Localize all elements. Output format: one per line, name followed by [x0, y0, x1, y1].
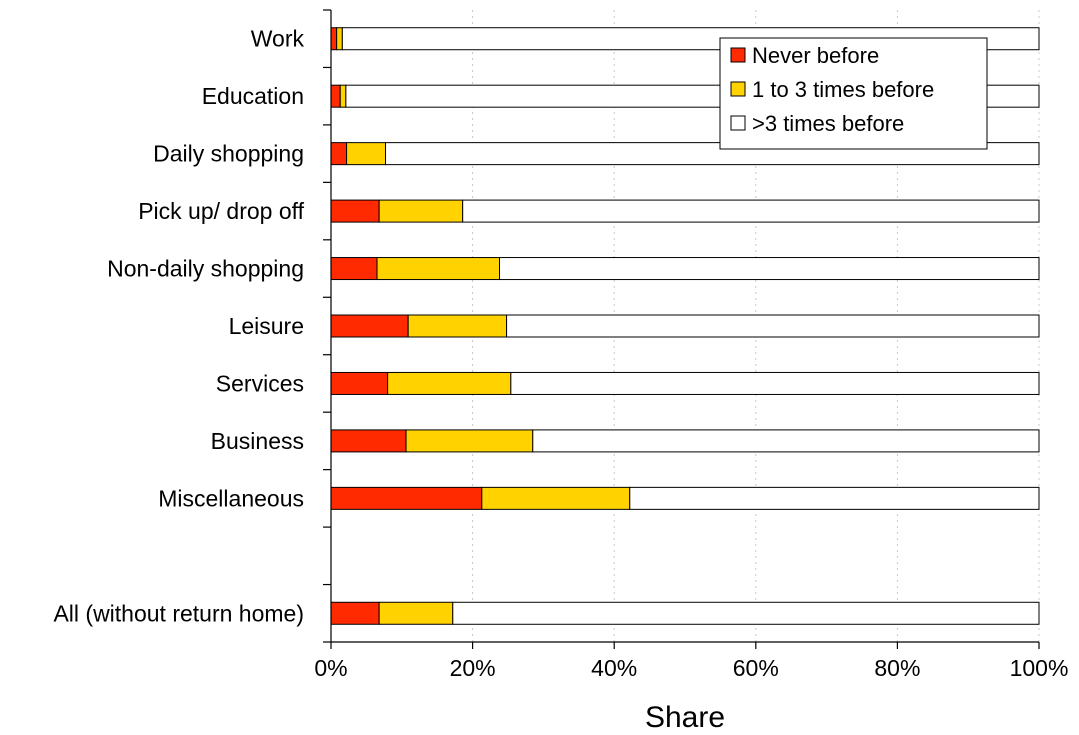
- bar-segment: [330, 486, 483, 510]
- category-label: Services: [216, 370, 304, 396]
- bar-segment: [387, 371, 512, 395]
- category-label: Business: [211, 428, 304, 454]
- bar-segment: [346, 142, 387, 166]
- x-tick-labels: 0% 20% 40% 60% 80% 100%: [314, 655, 1068, 681]
- bar-segment: [452, 601, 1040, 625]
- bar-segment: [510, 371, 1040, 395]
- legend-label: >3 times before: [752, 111, 904, 136]
- bar-segment: [629, 486, 1040, 510]
- category-label: Leisure: [229, 313, 304, 339]
- bar-segment: [339, 84, 347, 108]
- bar-segment: [532, 429, 1040, 453]
- legend: Never before 1 to 3 times before >3 times …: [719, 37, 988, 150]
- bar-segment: [407, 314, 508, 338]
- bar-segment: [378, 601, 454, 625]
- legend-swatch: [730, 81, 746, 97]
- category-label: Daily shopping: [153, 141, 304, 167]
- bar-segment: [330, 314, 409, 338]
- bar-segment: [405, 429, 534, 453]
- x-tick-label: 100%: [1010, 655, 1069, 681]
- x-tick-label: 40%: [591, 655, 637, 681]
- category-label: Non-daily shopping: [107, 256, 304, 282]
- axes: [323, 9, 1040, 649]
- category-label: Work: [251, 26, 305, 52]
- bar-segment: [330, 257, 378, 281]
- bar-segment: [336, 27, 343, 51]
- x-tick-label: 60%: [733, 655, 779, 681]
- category-label: All (without return home): [53, 600, 304, 626]
- x-axis-title: Share: [645, 701, 725, 734]
- bar-segment: [499, 257, 1040, 281]
- legend-label: 1 to 3 times before: [752, 77, 934, 102]
- bar-segment: [330, 84, 341, 108]
- legend-swatch: [730, 115, 746, 131]
- category-label: Miscellaneous: [158, 485, 304, 511]
- bar-segment: [506, 314, 1040, 338]
- bar-segment: [376, 257, 501, 281]
- bar-segment: [330, 601, 380, 625]
- bar-segment: [330, 371, 389, 395]
- bar-segment: [330, 27, 338, 51]
- legend-swatch: [730, 47, 746, 63]
- bar-segment: [330, 429, 407, 453]
- bar-segment: [330, 199, 380, 223]
- legend-box: [719, 37, 988, 150]
- category-label: Pick up/ drop off: [138, 198, 304, 224]
- bar-segment: [378, 199, 464, 223]
- x-tick-label: 0%: [314, 655, 347, 681]
- category-label: Education: [202, 83, 304, 109]
- category-labels: Work Education Daily shopping Pick up/ drop…: [53, 26, 304, 627]
- legend-label: Never before: [752, 43, 879, 68]
- x-tick-label: 80%: [874, 655, 920, 681]
- bar-segment: [462, 199, 1040, 223]
- bar-segment: [330, 142, 348, 166]
- x-tick-label: 20%: [450, 655, 496, 681]
- bar-segment: [481, 486, 631, 510]
